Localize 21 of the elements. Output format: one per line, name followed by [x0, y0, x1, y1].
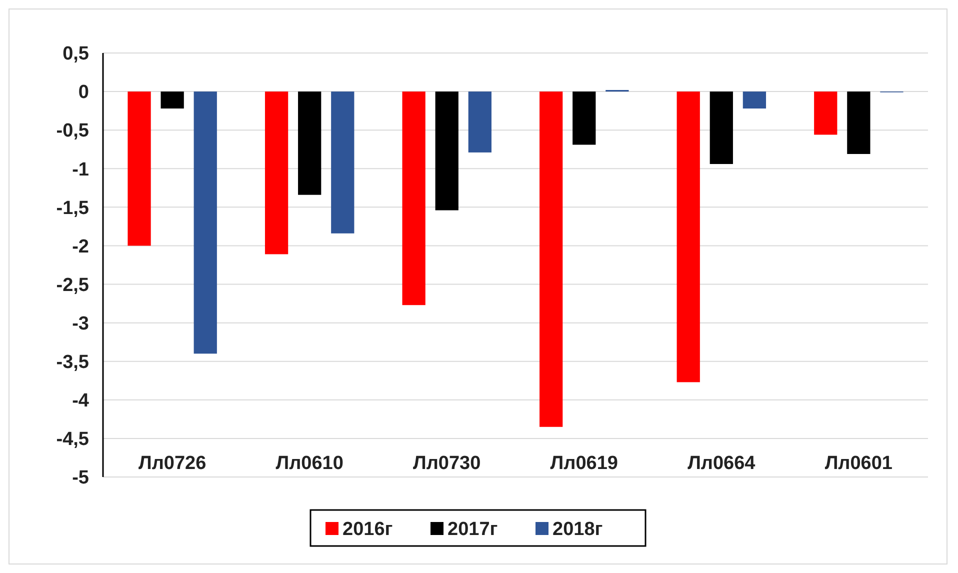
y-tick-label: -1: [72, 159, 90, 180]
y-tick-label: -2: [72, 236, 89, 258]
x-tick-label: Лл0726: [138, 453, 206, 474]
legend-label: 2017г: [448, 519, 498, 540]
legend-label: 2016г: [342, 519, 393, 540]
x-tick-label: Лл0601: [824, 453, 893, 474]
y-tick-label: 0,5: [62, 44, 90, 65]
x-tick-label: Лл0619: [550, 453, 618, 474]
y-tick-label: -3,5: [56, 352, 90, 374]
y-tick-label: -1,5: [56, 198, 90, 219]
y-tick-label: -4,5: [56, 429, 90, 450]
y-tick-label: -3: [72, 313, 89, 334]
y-tick-label: 0: [78, 82, 89, 104]
x-tick-label: Лл0730: [413, 453, 481, 474]
y-tick-label: -0,5: [56, 120, 90, 142]
x-tick-label: Лл0664: [688, 453, 756, 474]
x-tick-label: Лл0610: [276, 453, 344, 474]
legend-label: 2018г: [552, 519, 603, 540]
y-tick-label: -4: [72, 390, 90, 412]
y-tick-label: -2,5: [56, 274, 90, 296]
y-tick-label: -5: [72, 468, 90, 489]
